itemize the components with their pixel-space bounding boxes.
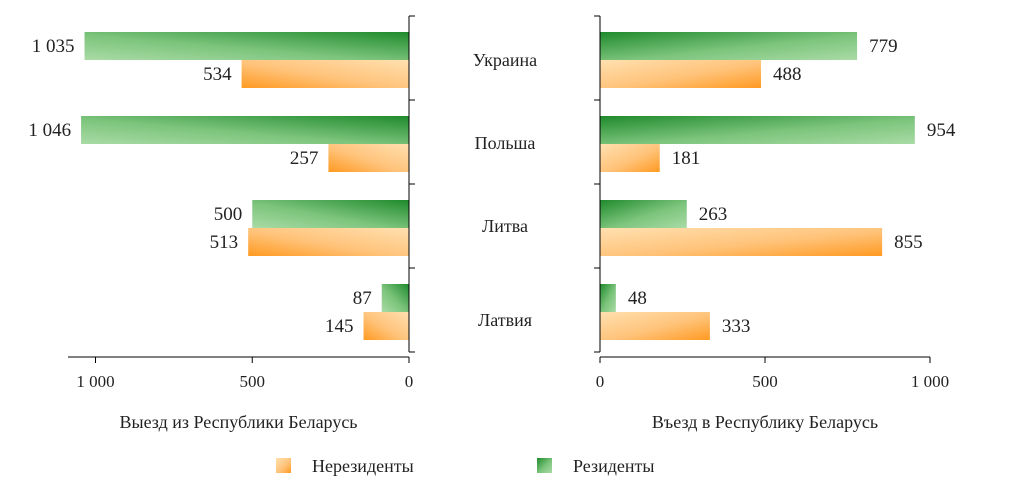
legend-label-1: Резиденты (573, 456, 654, 476)
right-data-label-resident-1: 954 (927, 120, 956, 141)
left-bar-nonresident-1 (328, 144, 409, 172)
left-data-label-nonresident-0: 534 (203, 64, 232, 85)
left-axis-title: Выезд из Республики Беларусь (119, 412, 357, 432)
left-bar-resident-0 (84, 32, 409, 60)
right-data-label-nonresident-1: 181 (672, 148, 701, 169)
left-data-label-nonresident-3: 145 (325, 316, 354, 337)
legend-swatch-1 (537, 458, 552, 473)
category-label-2: Литва (482, 216, 528, 236)
right-bar-nonresident-0 (600, 60, 762, 88)
left-tick-label-2: 0 (405, 372, 414, 391)
left-tick-label-1: 500 (240, 372, 266, 391)
category-labels: Украина Польша Литва Латвия (473, 50, 537, 330)
left-data-label-resident-3: 87 (353, 288, 372, 309)
right-data-label-resident-0: 779 (869, 36, 898, 57)
left-data-label-nonresident-2: 513 (210, 232, 239, 253)
right-bar-resident-2 (600, 200, 687, 228)
right-tick-label-1: 500 (752, 372, 778, 391)
right-chart-plot: 779 488 954 181 263 855 48 333 0 500 1 000 Въезд в … (594, 15, 956, 432)
left-bar-nonresident-0 (241, 60, 409, 88)
left-bar-resident-2 (252, 200, 409, 228)
legend: Нерезиденты Резиденты (276, 456, 654, 476)
category-label-1: Польша (475, 133, 536, 153)
left-data-label-resident-0: 1 035 (32, 36, 75, 57)
left-data-label-resident-1: 1 046 (28, 120, 71, 141)
left-bar-resident-3 (381, 284, 409, 312)
right-tick-label-0: 0 (596, 372, 605, 391)
category-label-3: Латвия (478, 310, 532, 330)
right-bar-resident-1 (600, 116, 915, 144)
category-label-0: Украина (473, 50, 537, 70)
legend-swatch-0 (276, 458, 291, 473)
right-data-label-resident-3: 48 (628, 288, 647, 309)
right-bar-resident-3 (600, 284, 616, 312)
right-data-label-nonresident-2: 855 (894, 232, 923, 253)
left-bar-resident-1 (81, 116, 409, 144)
right-bar-nonresident-1 (600, 144, 660, 172)
right-axis-title: Въезд в Республику Беларусь (652, 412, 878, 432)
left-bar-nonresident-2 (248, 228, 409, 256)
left-chart-plot: 1 035 534 1 046 257 500 513 87 145 1 000 500 0 Выез… (28, 15, 415, 432)
left-tick-label-0: 1 000 (76, 372, 114, 391)
legend-label-0: Нерезиденты (312, 456, 414, 476)
left-data-label-resident-2: 500 (214, 204, 243, 225)
right-tick-label-2: 1 000 (911, 372, 949, 391)
right-data-label-resident-2: 263 (699, 204, 728, 225)
right-bar-resident-0 (600, 32, 858, 60)
right-data-label-nonresident-3: 333 (722, 316, 751, 337)
left-bar-nonresident-3 (363, 312, 409, 340)
left-data-label-nonresident-1: 257 (290, 148, 319, 169)
right-bar-nonresident-2 (600, 228, 883, 256)
right-bar-nonresident-3 (600, 312, 710, 340)
right-data-label-nonresident-0: 488 (773, 64, 802, 85)
